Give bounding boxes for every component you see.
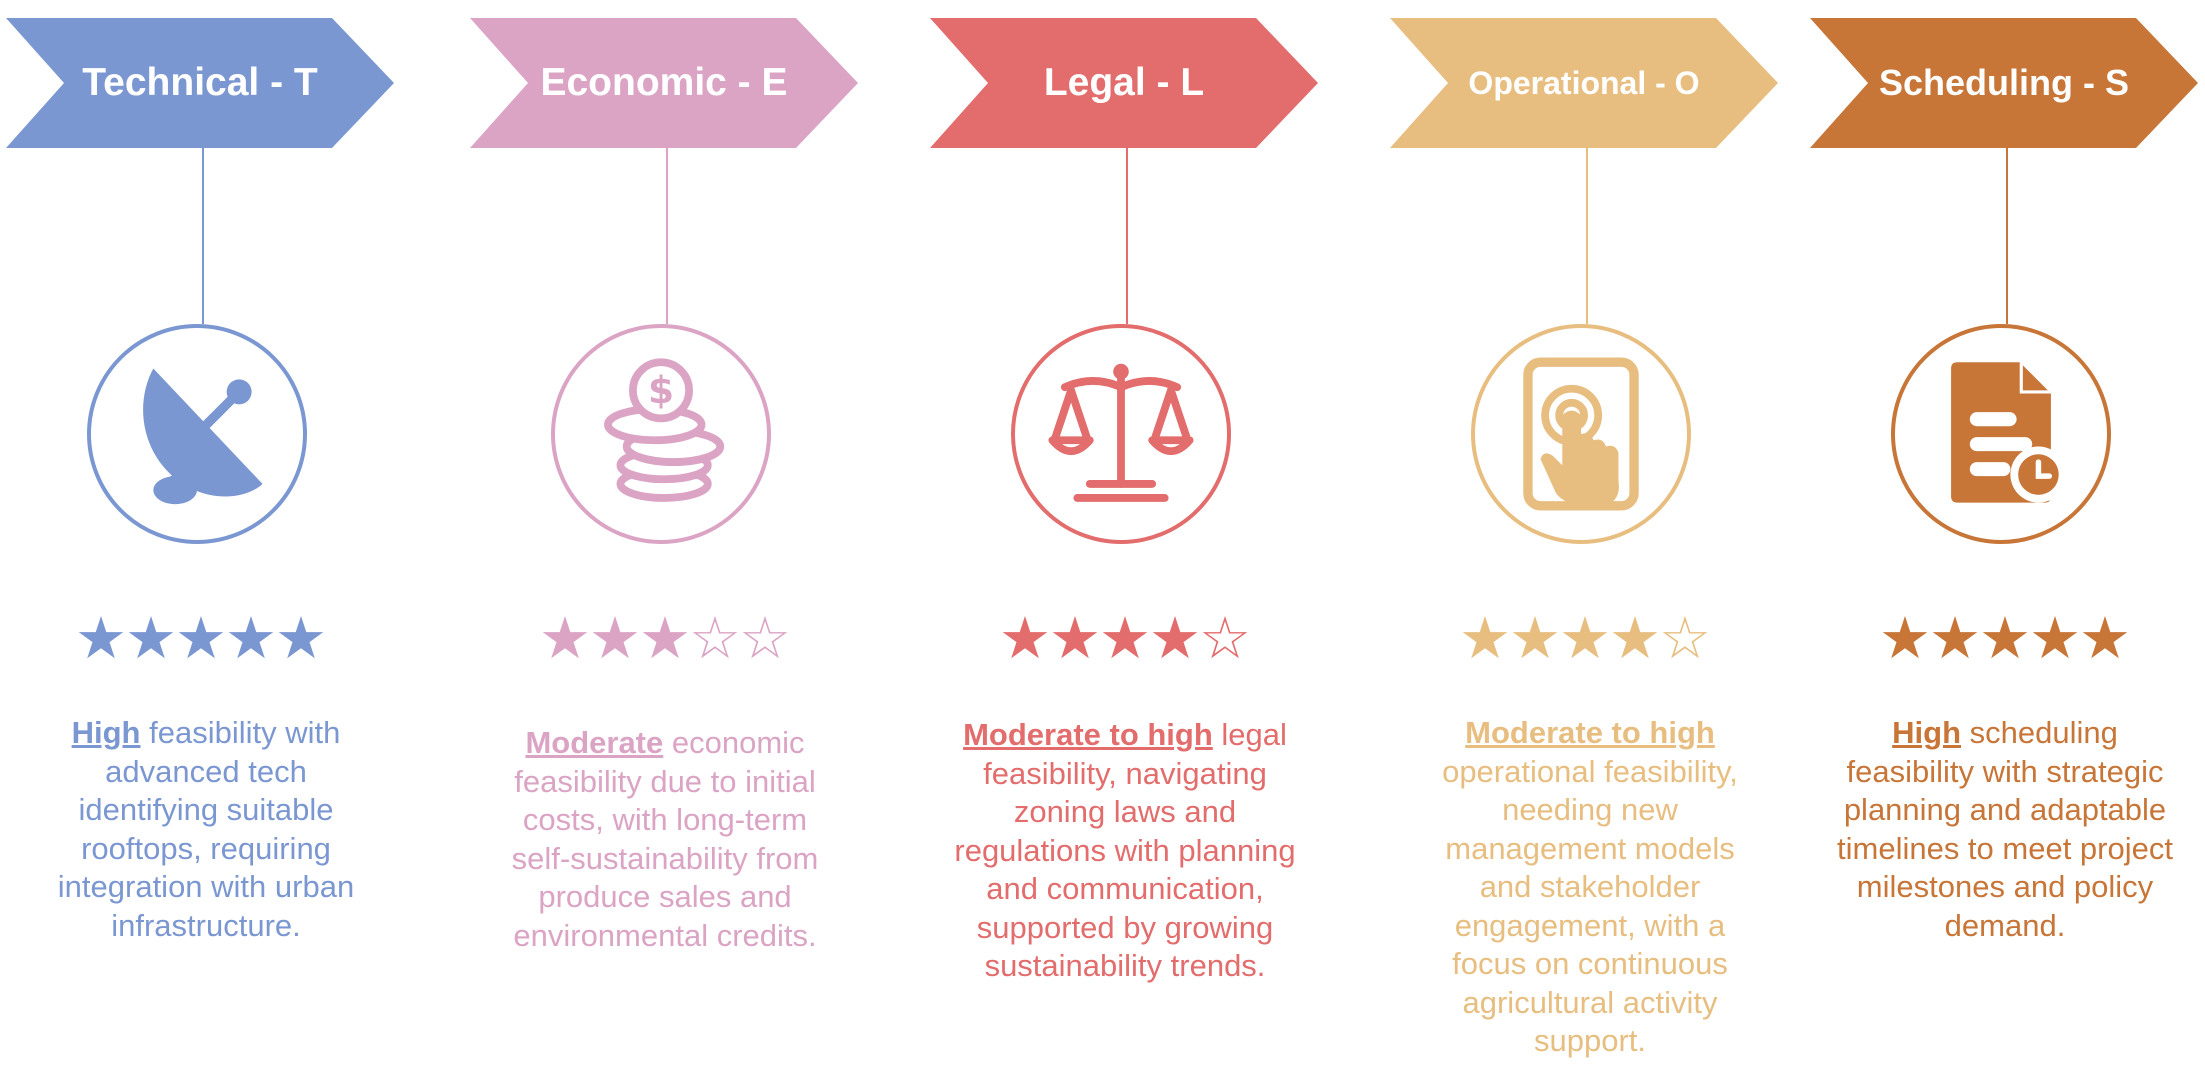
- chevron-arrow-shape: [930, 18, 1318, 148]
- star-empty-icon: ☆: [1659, 604, 1711, 672]
- star-filled-icon: ★: [1459, 604, 1511, 672]
- star-filled-icon: ★: [539, 604, 591, 672]
- feasibility-column-legal: Legal - L ★★★★☆ Moderate to high legal f…: [930, 0, 1318, 1086]
- icon-circle: [87, 324, 307, 544]
- star-rating: ★★★★☆: [1390, 608, 1778, 668]
- star-filled-icon: ★: [275, 604, 327, 672]
- description-text: feasibility with advanced tech identifyi…: [57, 715, 355, 943]
- star-rating: ★★★☆☆: [470, 608, 858, 668]
- feasibility-column-economic: Economic - E $ ★★★☆☆ Moderate economic f…: [470, 0, 858, 1086]
- description: Moderate to high operational feasibility…: [1420, 714, 1760, 1061]
- banner-title: Legal - L: [1043, 61, 1205, 104]
- chevron-arrow-shape: [470, 18, 858, 148]
- description: Moderate to high legal feasibility, navi…: [950, 716, 1300, 986]
- chevron-arrow-shape: [1810, 18, 2198, 148]
- banner-economic: Economic - E: [470, 18, 858, 148]
- feasibility-column-operational: Operational - O ★★★★☆ Moderate to high o…: [1390, 0, 1778, 1086]
- icon-circle: [1891, 324, 2111, 544]
- star-filled-icon: ★: [2029, 604, 2081, 672]
- star-filled-icon: ★: [1929, 604, 1981, 672]
- star-filled-icon: ★: [2079, 604, 2131, 672]
- connector-line: [1126, 148, 1128, 324]
- star-rating: ★★★★★: [1810, 608, 2198, 668]
- description-text: operational feasibility, needing new man…: [1442, 753, 1738, 1059]
- star-empty-icon: ☆: [689, 604, 741, 672]
- satellite-dish-icon: [143, 368, 263, 505]
- connector-line: [666, 148, 668, 324]
- star-filled-icon: ★: [125, 604, 177, 672]
- feasibility-column-scheduling: Scheduling - S ★★★★★ High scheduling fea…: [1810, 0, 2198, 1086]
- description: High feasibility with advanced tech iden…: [36, 714, 376, 945]
- description-highlight: High: [71, 715, 141, 750]
- star-filled-icon: ★: [1149, 604, 1201, 672]
- star-filled-icon: ★: [225, 604, 277, 672]
- icon-circle: [1471, 324, 1691, 544]
- star-filled-icon: ★: [1099, 604, 1151, 672]
- chevron-arrow-shape: [1390, 18, 1778, 148]
- chevron-arrow-shape: [6, 18, 394, 148]
- banner-title: Scheduling - S: [1878, 62, 2129, 103]
- feasibility-column-technical: Technical - T ★★★★★ High feasibility wit…: [6, 0, 394, 1086]
- banner-scheduling: Scheduling - S: [1810, 18, 2198, 148]
- banner-legal: Legal - L: [930, 18, 1318, 148]
- star-rating: ★★★★★: [6, 608, 394, 668]
- description-highlight: Moderate to high: [963, 717, 1213, 752]
- star-filled-icon: ★: [1879, 604, 1931, 672]
- banner-title: Operational - O: [1468, 64, 1700, 101]
- star-filled-icon: ★: [1979, 604, 2031, 672]
- star-filled-icon: ★: [1049, 604, 1101, 672]
- description: High scheduling feasibility with strateg…: [1830, 714, 2180, 945]
- banner-title: Technical - T: [82, 61, 318, 104]
- star-filled-icon: ★: [999, 604, 1051, 672]
- document-clock-icon: [1951, 362, 2067, 503]
- connector-line: [202, 148, 204, 324]
- description-highlight: Moderate: [525, 725, 664, 760]
- coins-dollar-icon: $: [604, 358, 725, 502]
- star-empty-icon: ☆: [1199, 604, 1251, 672]
- connector-line: [1586, 148, 1588, 324]
- description-highlight: High: [1892, 715, 1962, 750]
- banner-technical: Technical - T: [6, 18, 394, 148]
- star-filled-icon: ★: [639, 604, 691, 672]
- description-text: legal feasibility, navigating zoning law…: [954, 717, 1296, 983]
- description-text: economic feasibility due to initial cost…: [511, 725, 819, 953]
- icon-circle: [1011, 324, 1231, 544]
- star-filled-icon: ★: [1559, 604, 1611, 672]
- balance-scale-icon: [1048, 363, 1194, 502]
- star-filled-icon: ★: [75, 604, 127, 672]
- star-filled-icon: ★: [1609, 604, 1661, 672]
- star-filled-icon: ★: [589, 604, 641, 672]
- banner-operational: Operational - O: [1390, 18, 1778, 148]
- star-filled-icon: ★: [175, 604, 227, 672]
- svg-text:$: $: [648, 368, 674, 412]
- star-empty-icon: ☆: [739, 604, 791, 672]
- icon-circle: $: [551, 324, 771, 544]
- banner-title: Economic - E: [540, 61, 788, 104]
- star-rating: ★★★★☆: [930, 608, 1318, 668]
- description-text: scheduling feasibility with strategic pl…: [1837, 715, 2173, 943]
- description-highlight: Moderate to high: [1465, 715, 1715, 750]
- tablet-touch-icon: [1523, 357, 1639, 511]
- connector-line: [2006, 148, 2008, 324]
- star-filled-icon: ★: [1509, 604, 1561, 672]
- description: Moderate economic feasibility due to ini…: [490, 724, 840, 955]
